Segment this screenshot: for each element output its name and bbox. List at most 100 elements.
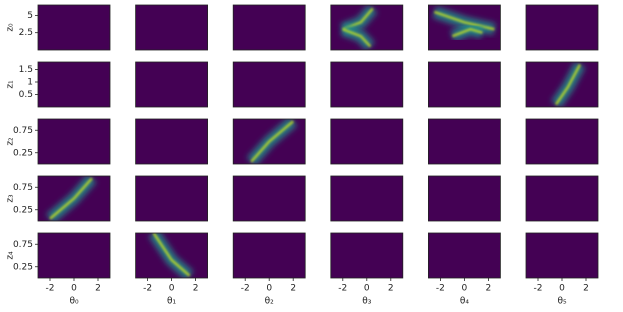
panel	[330, 176, 403, 221]
panel	[526, 62, 598, 107]
y-tick-label: 1.5	[19, 65, 33, 75]
y-tick-label: 1	[27, 78, 33, 88]
panel-frame	[427, 4, 501, 51]
panel	[428, 176, 501, 221]
panel-frame	[330, 175, 404, 222]
y-axis-label: z₄	[6, 251, 16, 260]
density-peak	[433, 10, 495, 31]
panel-frame	[37, 118, 111, 165]
panel-background	[428, 176, 501, 221]
panel-frame	[37, 175, 111, 222]
panel	[135, 176, 208, 221]
panel	[330, 5, 403, 50]
panel-frame	[135, 118, 209, 165]
panel	[526, 119, 598, 164]
panel	[330, 62, 403, 107]
panel-frame	[525, 61, 599, 108]
density-peak	[250, 120, 295, 163]
panel	[526, 233, 598, 278]
panel	[135, 5, 208, 50]
density-peak	[342, 28, 372, 48]
panel	[330, 233, 403, 278]
y-tick-label: 5	[27, 11, 33, 21]
panel	[330, 119, 403, 164]
x-tick-label: -2	[143, 284, 152, 294]
panel-frame	[37, 61, 111, 108]
y-axis-label: z₀	[6, 23, 16, 32]
x-tick-label: -2	[436, 284, 445, 294]
x-tick-label: -2	[338, 284, 347, 294]
x-tick-label: -2	[241, 284, 250, 294]
panel-frame	[232, 61, 306, 108]
y-tick-label: 0.75	[13, 240, 33, 250]
density-peak	[49, 177, 93, 220]
panel-background	[428, 119, 501, 164]
density-peak	[152, 233, 191, 277]
y-axis-label: z₃	[6, 194, 16, 203]
x-axis-label: θ₃	[362, 297, 372, 307]
panel-frame	[135, 4, 209, 51]
x-tick-label: -2	[46, 284, 55, 294]
panel-frame	[135, 175, 209, 222]
y-tick-label: 0.75	[13, 183, 33, 193]
panel	[526, 176, 598, 221]
x-tick-label: 0	[71, 284, 77, 294]
panel	[38, 233, 110, 278]
y-tick-label: 0.25	[13, 205, 33, 215]
panel	[38, 176, 110, 221]
panel-frame	[427, 118, 501, 165]
y-tick-label: 0.25	[13, 148, 33, 158]
panel	[233, 176, 306, 221]
panel-frame	[232, 118, 306, 165]
panel	[233, 5, 306, 50]
panel-frame	[232, 175, 306, 222]
panel	[135, 233, 208, 278]
x-tick-label: 2	[583, 284, 589, 294]
x-tick-label: 0	[266, 284, 272, 294]
panel-frame	[525, 118, 599, 165]
x-tick-label: 2	[388, 284, 394, 294]
panel	[233, 62, 306, 107]
x-tick-label: 2	[486, 284, 492, 294]
panel	[38, 5, 110, 50]
panel	[38, 119, 110, 164]
panel	[233, 233, 306, 278]
x-axis-label: θ₅	[557, 297, 567, 307]
density-peak	[451, 27, 483, 38]
x-tick-label: -2	[534, 284, 543, 294]
x-tick-label: 2	[193, 284, 199, 294]
panel	[428, 119, 501, 164]
x-axis-label: θ₁	[167, 297, 177, 307]
panel-frame	[135, 61, 209, 108]
x-axis-label: θ₂	[265, 297, 275, 307]
y-tick-label: 0.75	[13, 126, 33, 136]
panel	[233, 119, 306, 164]
x-axis-label: θ₄	[460, 297, 470, 307]
panel-frame	[525, 175, 599, 222]
panel-frame	[232, 4, 306, 51]
x-tick-label: 2	[95, 284, 101, 294]
x-axis-label: θ₀	[69, 297, 79, 307]
x-tick-label: 0	[559, 284, 565, 294]
panel-frame	[37, 4, 111, 51]
panel-frame	[525, 4, 599, 51]
x-tick-label: 0	[169, 284, 175, 294]
panel-frame	[427, 175, 501, 222]
y-axis-label: z₂	[6, 137, 16, 146]
panel	[428, 233, 501, 278]
panel	[38, 62, 110, 107]
panel-frame	[330, 4, 404, 51]
panel-background	[135, 119, 208, 164]
y-tick-label: 0.5	[19, 90, 33, 100]
panel-frame	[427, 61, 501, 108]
panel-frame	[330, 118, 404, 165]
panel-frame	[330, 61, 404, 108]
x-tick-label: 0	[462, 284, 468, 294]
panel-background	[428, 233, 501, 278]
x-tick-label: 2	[290, 284, 296, 294]
panel	[135, 62, 208, 107]
y-tick-label: 0.25	[13, 262, 33, 272]
x-tick-label: 0	[364, 284, 370, 294]
panel	[526, 5, 598, 50]
